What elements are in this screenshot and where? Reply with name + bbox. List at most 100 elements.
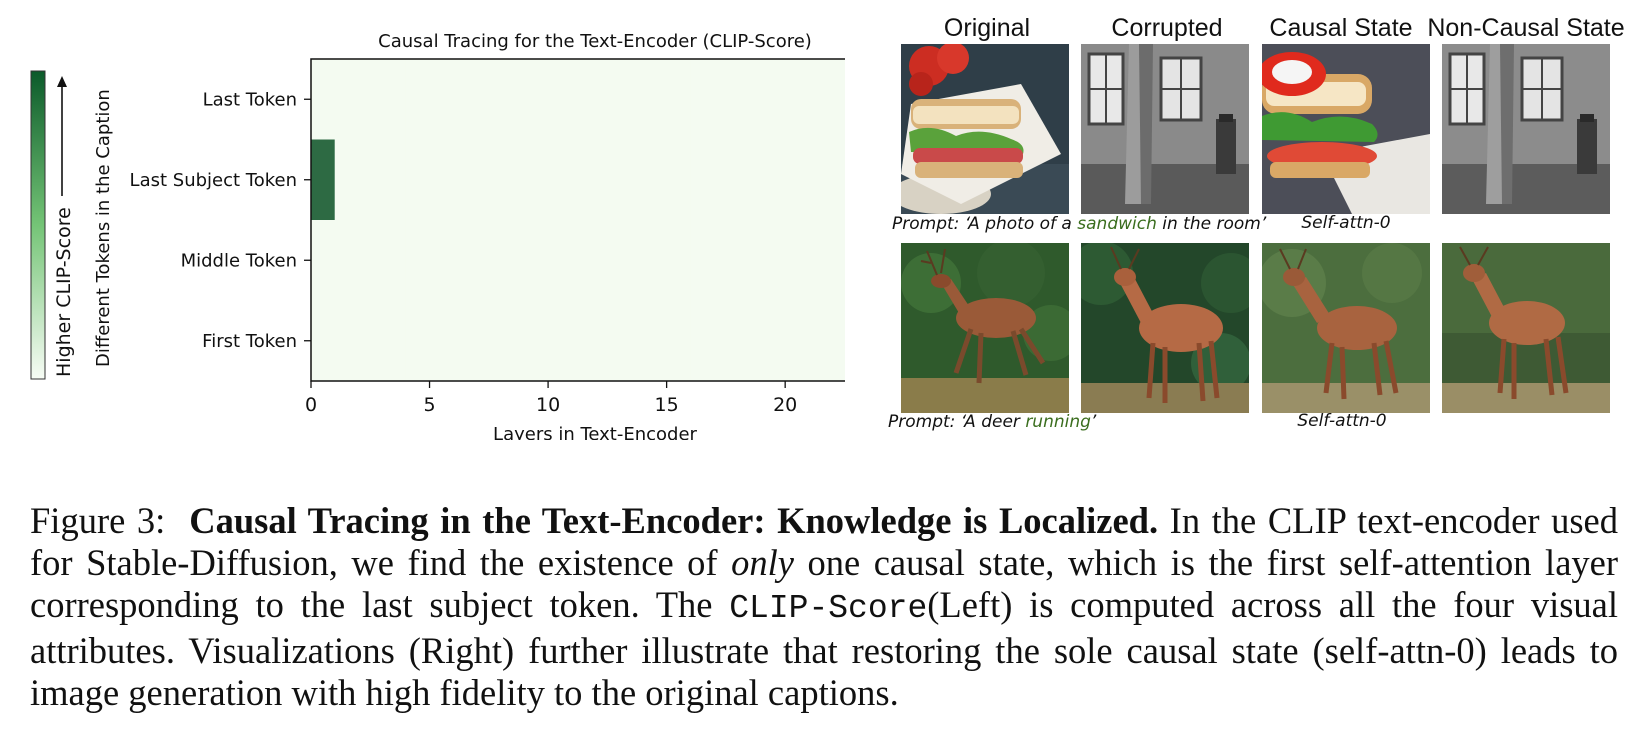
heatmap-cell <box>382 300 407 382</box>
heatmap-cell <box>832 220 845 301</box>
caption-emphasis: only <box>731 542 794 583</box>
heatmap-cell <box>619 220 644 301</box>
colorbar <box>30 70 46 380</box>
image-sandwich-corrupted <box>1081 44 1249 214</box>
heatmap-cell <box>690 220 715 301</box>
heatmap-cell <box>832 59 845 140</box>
heatmap-cell <box>571 300 596 382</box>
heatmap-cell <box>476 59 502 140</box>
caption-figure-label: Figure 3: <box>30 500 166 541</box>
heatmap-cell <box>334 139 359 221</box>
prompt-row-1-prefix: Prompt: ‘A photo of a <box>892 214 1078 234</box>
prompt-row-1-highlight: sandwich <box>1077 214 1157 234</box>
heatmap-cell <box>761 59 786 140</box>
heatmap-cell <box>382 139 407 221</box>
heatmap-cell <box>476 220 502 301</box>
heatmap-cell <box>524 220 549 301</box>
colorbar-label: Higher CLIP-Score <box>53 207 75 377</box>
heatmap-cell <box>690 59 715 140</box>
heatmap-cell <box>311 220 336 301</box>
heatmap-cell <box>808 59 834 140</box>
heatmap-cell <box>619 59 644 140</box>
heatmap-cell <box>737 220 762 301</box>
image-deer-causal-state <box>1262 243 1430 413</box>
heatmap-cell <box>548 59 573 140</box>
heatmap-cell <box>595 300 620 382</box>
column-header-causal-state: Causal State <box>1269 14 1413 42</box>
attn-label-row-2: Self-attn-0 <box>1297 411 1387 431</box>
y-tick-label: Last Token <box>203 89 297 110</box>
heatmap-cell <box>453 139 478 221</box>
heatmap-cell <box>453 59 478 140</box>
heatmap-cell <box>714 59 739 140</box>
heatmap-cell <box>737 300 762 382</box>
heatmap-cell <box>785 220 810 301</box>
heatmap-cell <box>737 139 762 221</box>
heatmap-cell <box>548 139 573 221</box>
heatmap-cell <box>642 300 668 382</box>
heatmap-cell <box>429 300 454 382</box>
image-deer-corrupted <box>1081 243 1249 413</box>
heatmap-cell <box>714 139 739 221</box>
heatmap-cell <box>737 59 762 140</box>
heatmap-cell <box>761 300 786 382</box>
heatmap-cell <box>358 300 383 382</box>
heatmap-cell <box>808 220 834 301</box>
heatmap-cell <box>832 300 845 382</box>
heatmap-cell <box>785 59 810 140</box>
x-axis: 0 5 10 15 20 <box>305 381 797 416</box>
heatmap-cell <box>334 220 359 301</box>
heatmap-cell <box>382 59 407 140</box>
heatmap-cell <box>619 139 644 221</box>
heatmap-cell <box>808 300 834 382</box>
heatmap-cell <box>476 139 502 221</box>
heatmap-cell <box>761 139 786 221</box>
heatmap-cell <box>311 300 336 382</box>
heatmap-cell <box>382 220 407 301</box>
heatmap-cell <box>311 59 336 140</box>
heatmap-cell <box>666 139 691 221</box>
heatmap-cell <box>642 220 668 301</box>
heatmap-cell <box>595 220 620 301</box>
prompt-row-2: Prompt: ‘A deer running’ <box>888 412 1096 432</box>
heatmap-cell <box>524 139 549 221</box>
x-tick-label: 10 <box>536 394 560 416</box>
heatmap-chart: Higher CLIP-Score Different Tokens in th… <box>30 31 845 440</box>
heatmap-cell <box>666 300 691 382</box>
colorbar-arrow <box>57 76 67 196</box>
heatmap-cell <box>666 220 691 301</box>
heatmap-cell <box>405 139 431 221</box>
caption-text-1: In the CLIP text-encoder used for Stable… <box>30 500 1618 583</box>
image-sandwich-non-causal-state <box>1442 44 1610 214</box>
attn-label-row-1: Self-attn-0 <box>1301 213 1391 233</box>
heatmap-cell <box>548 300 573 382</box>
heatmap-cell <box>405 220 431 301</box>
heatmap-cell <box>690 300 715 382</box>
prompt-row-1: Prompt: ‘A photo of a sandwich in the ro… <box>892 214 1266 234</box>
heatmap-cell <box>311 139 336 221</box>
heatmap-cell <box>476 300 502 382</box>
x-axis-label: Layers in Text-Encoder <box>493 424 698 440</box>
heatmap-cell <box>358 220 383 301</box>
figure-caption: Figure 3: Causal Tracing in the Text-Enco… <box>30 500 1618 714</box>
prompt-row-2-suffix: ’ <box>1090 412 1097 432</box>
x-tick-label: 0 <box>305 394 317 416</box>
plot-area <box>310 58 845 382</box>
x-tick-label: 5 <box>423 394 435 416</box>
column-header-original: Original <box>943 14 1031 42</box>
plot-frame <box>310 58 845 382</box>
heatmap-cell <box>429 139 454 221</box>
heatmap-cell <box>714 300 739 382</box>
column-header-corrupted: Corrupted <box>1111 14 1223 42</box>
prompt-row-1-suffix: in the room’ <box>1156 214 1267 234</box>
figure: Higher CLIP-Score Different Tokens in th… <box>30 14 1625 440</box>
y-axis: Last Token Last Subject Token Middle Token… <box>130 89 311 352</box>
heatmap-cell <box>500 59 525 140</box>
prompt-row-2-prefix: Prompt: ‘A deer <box>888 412 1026 432</box>
x-tick-label: 15 <box>655 394 679 416</box>
x-tick-label: 20 <box>773 394 797 416</box>
image-deer-non-causal-state <box>1442 243 1610 413</box>
caption-text-2: one causal state, which is the first sel… <box>30 542 1618 625</box>
heatmap-cell <box>595 139 620 221</box>
heatmap-cell <box>500 300 525 382</box>
